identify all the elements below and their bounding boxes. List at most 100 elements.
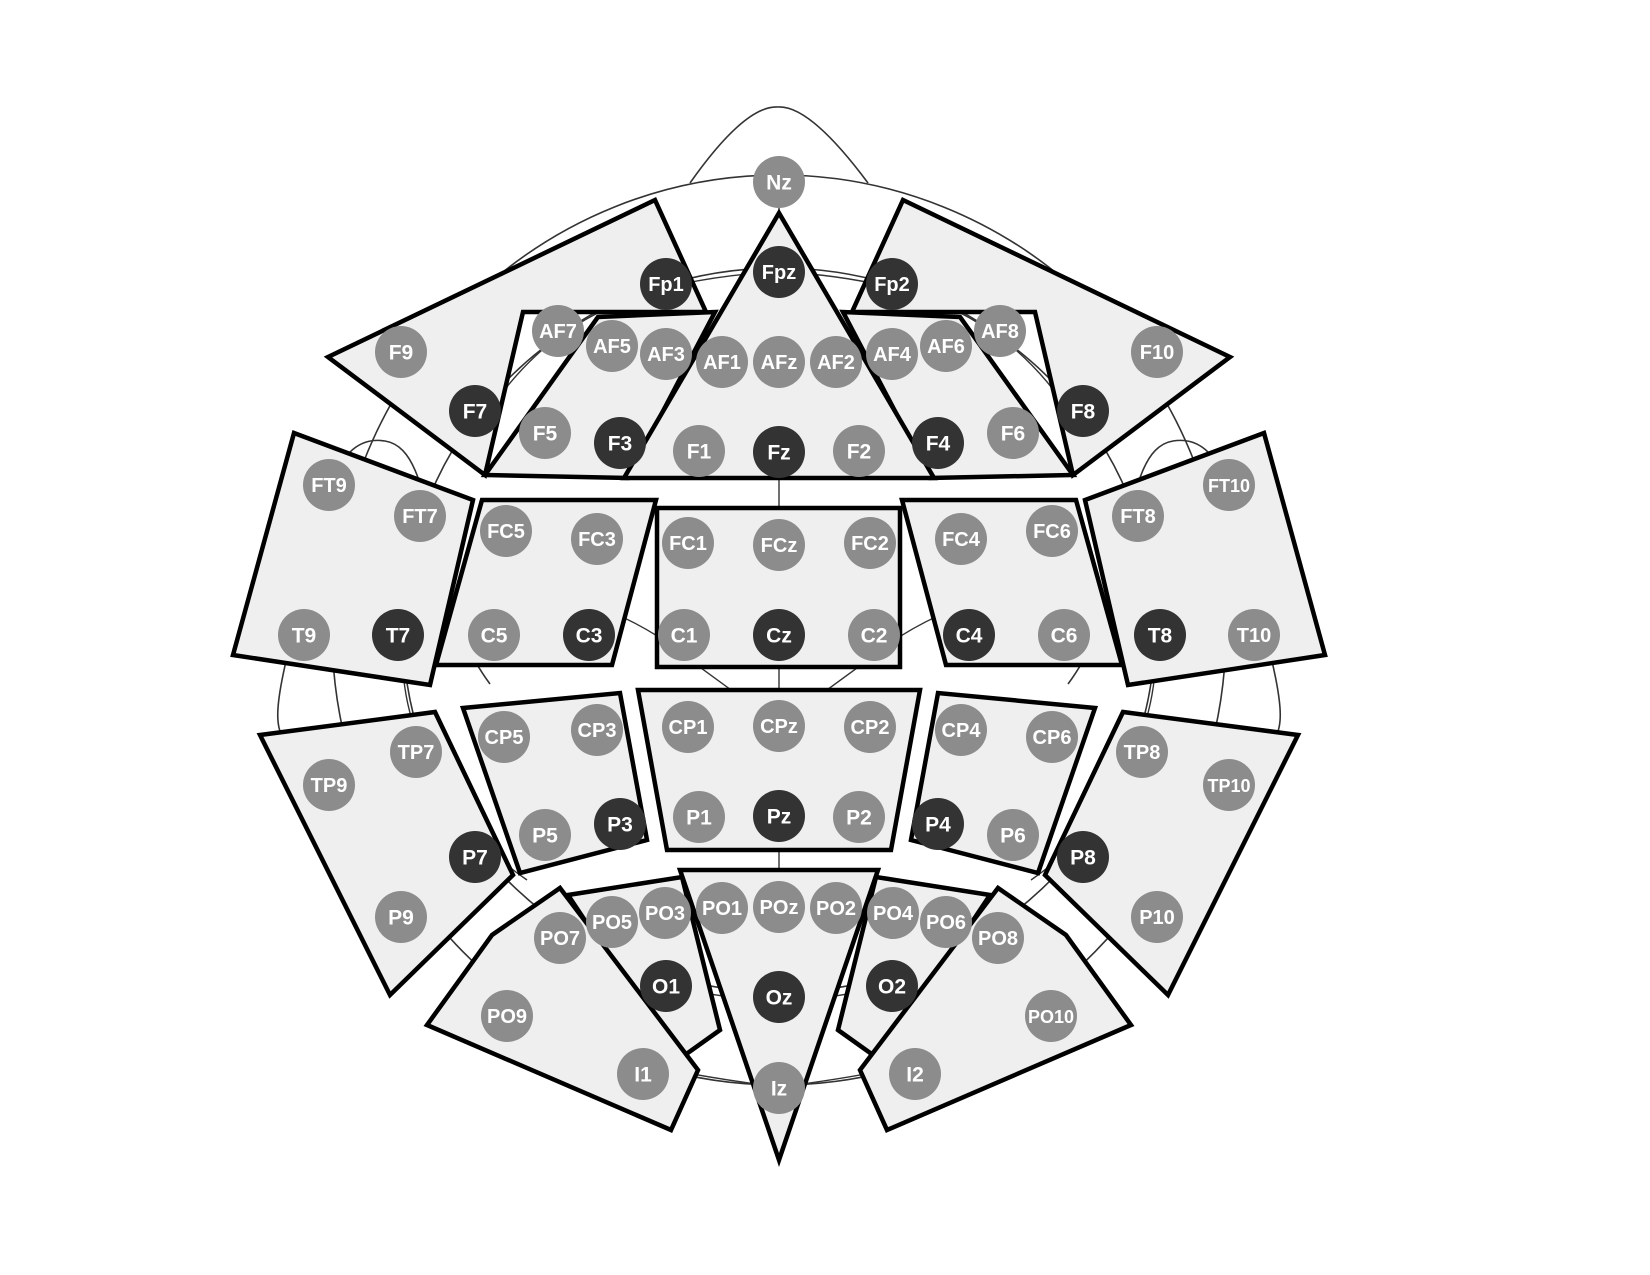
electrode-tp7: TP7 [390,726,442,778]
electrode-p2: P2 [833,791,885,843]
electrode-f6: F6 [987,407,1039,459]
electrode-c4-label: C4 [956,625,983,648]
electrode-af5-marker [586,320,638,372]
electrode-ft7-label: FT7 [402,506,438,528]
electrode-af1-label: AF1 [703,352,741,374]
electrode-nz-label: Nz [766,172,792,195]
electrode-af8: AF8 [974,305,1026,357]
electrode-ft8-label: FT8 [1120,506,1156,528]
electrode-f1-marker [673,425,725,477]
electrode-fc5-label: FC5 [487,521,525,543]
electrode-f8-marker [1057,385,1109,437]
electrode-f7-marker [449,385,501,437]
electrode-c5: C5 [468,609,520,661]
electrode-p3-label: P3 [607,814,633,837]
electrode-i1: I1 [617,1048,669,1100]
electrode-f3-marker [594,417,646,469]
electrode-t8-label: T8 [1148,625,1173,648]
electrode-af4-marker [866,328,918,380]
electrode-p3: P3 [594,798,646,850]
electrode-t10-marker [1228,609,1280,661]
electrode-p8: P8 [1057,831,1109,883]
electrode-pz-label: Pz [767,806,792,829]
electrode-tp9: TP9 [303,759,355,811]
electrode-af7-label: AF7 [539,321,577,343]
electrode-fc2-label: FC2 [851,533,889,555]
electrode-c4-marker [943,609,995,661]
electrode-fp1-label: Fp1 [648,274,684,296]
electrode-af6-marker [920,320,972,372]
electrode-nz: Nz [753,156,805,208]
electrode-af6-label: AF6 [927,336,965,358]
electrode-fz: Fz [753,426,805,478]
electrode-po8: PO8 [972,912,1024,964]
electrode-fc2: FC2 [844,517,896,569]
electrode-fp1-marker [640,258,692,310]
electrode-ft9-label: FT9 [311,475,347,497]
electrode-c6-marker [1038,609,1090,661]
electrode-c5-label: C5 [481,625,508,648]
electrode-c4: C4 [943,609,995,661]
electrode-fc1-label: FC1 [669,533,707,555]
electrode-p4-label: P4 [925,814,951,837]
electrode-af1: AF1 [696,336,748,388]
electrode-iz-marker [753,1062,805,1114]
electrode-c3-marker [563,609,615,661]
electrode-p1: P1 [673,791,725,843]
electrode-fc3-label: FC3 [578,529,616,551]
electrode-cp2-label: CP2 [851,717,890,739]
electrode-afz-label: AFz [761,352,798,374]
electrode-cz-marker [753,609,805,661]
electrode-cpz: CPz [753,700,805,752]
electrodes: Nz Fp1 Fpz Fp2 AF7 AF5 AF3 AF1 AFz AF2 AF4 AF6 AF8 F9… [278,156,1280,1114]
electrode-c2-marker [848,609,900,661]
electrode-f10: F10 [1131,326,1183,378]
electrode-po9: PO9 [481,990,533,1042]
electrode-po8-marker [972,912,1024,964]
electrode-af3-marker [640,328,692,380]
electrode-c5-marker [468,609,520,661]
electrode-cpz-label: CPz [760,716,798,738]
electrode-i2-label: I2 [906,1064,924,1087]
electrode-f6-marker [987,407,1039,459]
electrode-fc4: FC4 [935,513,987,565]
electrode-po7-marker [534,912,586,964]
electrode-nz-marker [753,156,805,208]
electrode-i1-marker [617,1048,669,1100]
electrode-fc6-marker [1026,505,1078,557]
electrode-c3: C3 [563,609,615,661]
region-right-prefrontal [848,196,1235,479]
electrode-p7-label: P7 [462,847,488,870]
electrode-af7-marker [532,305,584,357]
electrode-fp1: Fp1 [640,258,692,310]
electrode-cp6: CP6 [1026,711,1078,763]
electrode-f2: F2 [833,425,885,477]
electrode-t8-marker [1134,609,1186,661]
electrode-po10: PO10 [1025,990,1077,1042]
electrode-p6-marker [987,809,1039,861]
electrode-cpz-marker [753,700,805,752]
electrode-t10: T10 [1228,609,1280,661]
electrode-c1: C1 [658,609,710,661]
electrode-oz-label: Oz [766,987,793,1010]
electrode-fc1-marker [662,517,714,569]
electrode-p9-marker [375,891,427,943]
electrode-cp5-label: CP5 [485,727,524,749]
electrode-cz: Cz [753,609,805,661]
electrode-fc6: FC6 [1026,505,1078,557]
electrode-af5-label: AF5 [593,336,631,358]
electrode-f1: F1 [673,425,725,477]
electrode-cp1-marker [662,701,714,753]
electrode-af4: AF4 [866,328,918,380]
region-left-temporal [230,430,476,688]
electrode-po4: PO4 [867,887,919,939]
electrode-cp3-label: CP3 [578,720,617,742]
electrode-f8-label: F8 [1071,401,1096,424]
electrode-p10-marker [1131,891,1183,943]
electrode-fc3: FC3 [571,513,623,565]
electrode-af4-label: AF4 [873,344,912,366]
electrode-po1-label: PO1 [702,898,742,920]
electrode-p9-label: P9 [388,907,414,930]
electrode-po6-label: PO6 [926,912,966,934]
electrode-f2-label: F2 [847,441,872,464]
